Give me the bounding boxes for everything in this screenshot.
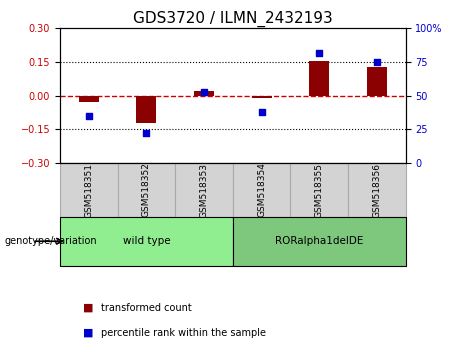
- Title: GDS3720 / ILMN_2432193: GDS3720 / ILMN_2432193: [133, 11, 333, 27]
- Text: GSM518356: GSM518356: [372, 162, 381, 218]
- Bar: [60, 217, 233, 266]
- Bar: [233, 217, 406, 266]
- Text: percentile rank within the sample: percentile rank within the sample: [101, 328, 266, 338]
- Text: GSM518352: GSM518352: [142, 162, 151, 217]
- Text: wild type: wild type: [123, 236, 170, 246]
- Bar: [136, 96, 156, 122]
- Bar: [60, 163, 118, 217]
- Bar: [118, 163, 175, 217]
- Bar: [175, 163, 233, 217]
- Text: GSM518355: GSM518355: [315, 162, 324, 218]
- Bar: [233, 163, 290, 217]
- Bar: [290, 163, 348, 217]
- Text: ■: ■: [83, 328, 94, 338]
- Text: GSM518351: GSM518351: [84, 162, 93, 218]
- Bar: [252, 96, 272, 98]
- Point: [315, 50, 323, 56]
- Point: [200, 89, 207, 95]
- Point: [85, 113, 92, 119]
- Text: transformed count: transformed count: [101, 303, 192, 313]
- Point: [258, 109, 266, 115]
- Bar: [79, 96, 99, 102]
- Bar: [194, 91, 214, 96]
- Point: [142, 131, 150, 136]
- Bar: [348, 163, 406, 217]
- Text: ■: ■: [83, 303, 94, 313]
- Bar: [367, 67, 387, 96]
- Bar: [309, 61, 329, 96]
- Text: GSM518353: GSM518353: [200, 162, 208, 218]
- Text: GSM518354: GSM518354: [257, 162, 266, 217]
- Text: genotype/variation: genotype/variation: [5, 236, 97, 246]
- Text: RORalpha1delDE: RORalpha1delDE: [275, 236, 363, 246]
- Point: [373, 59, 381, 65]
